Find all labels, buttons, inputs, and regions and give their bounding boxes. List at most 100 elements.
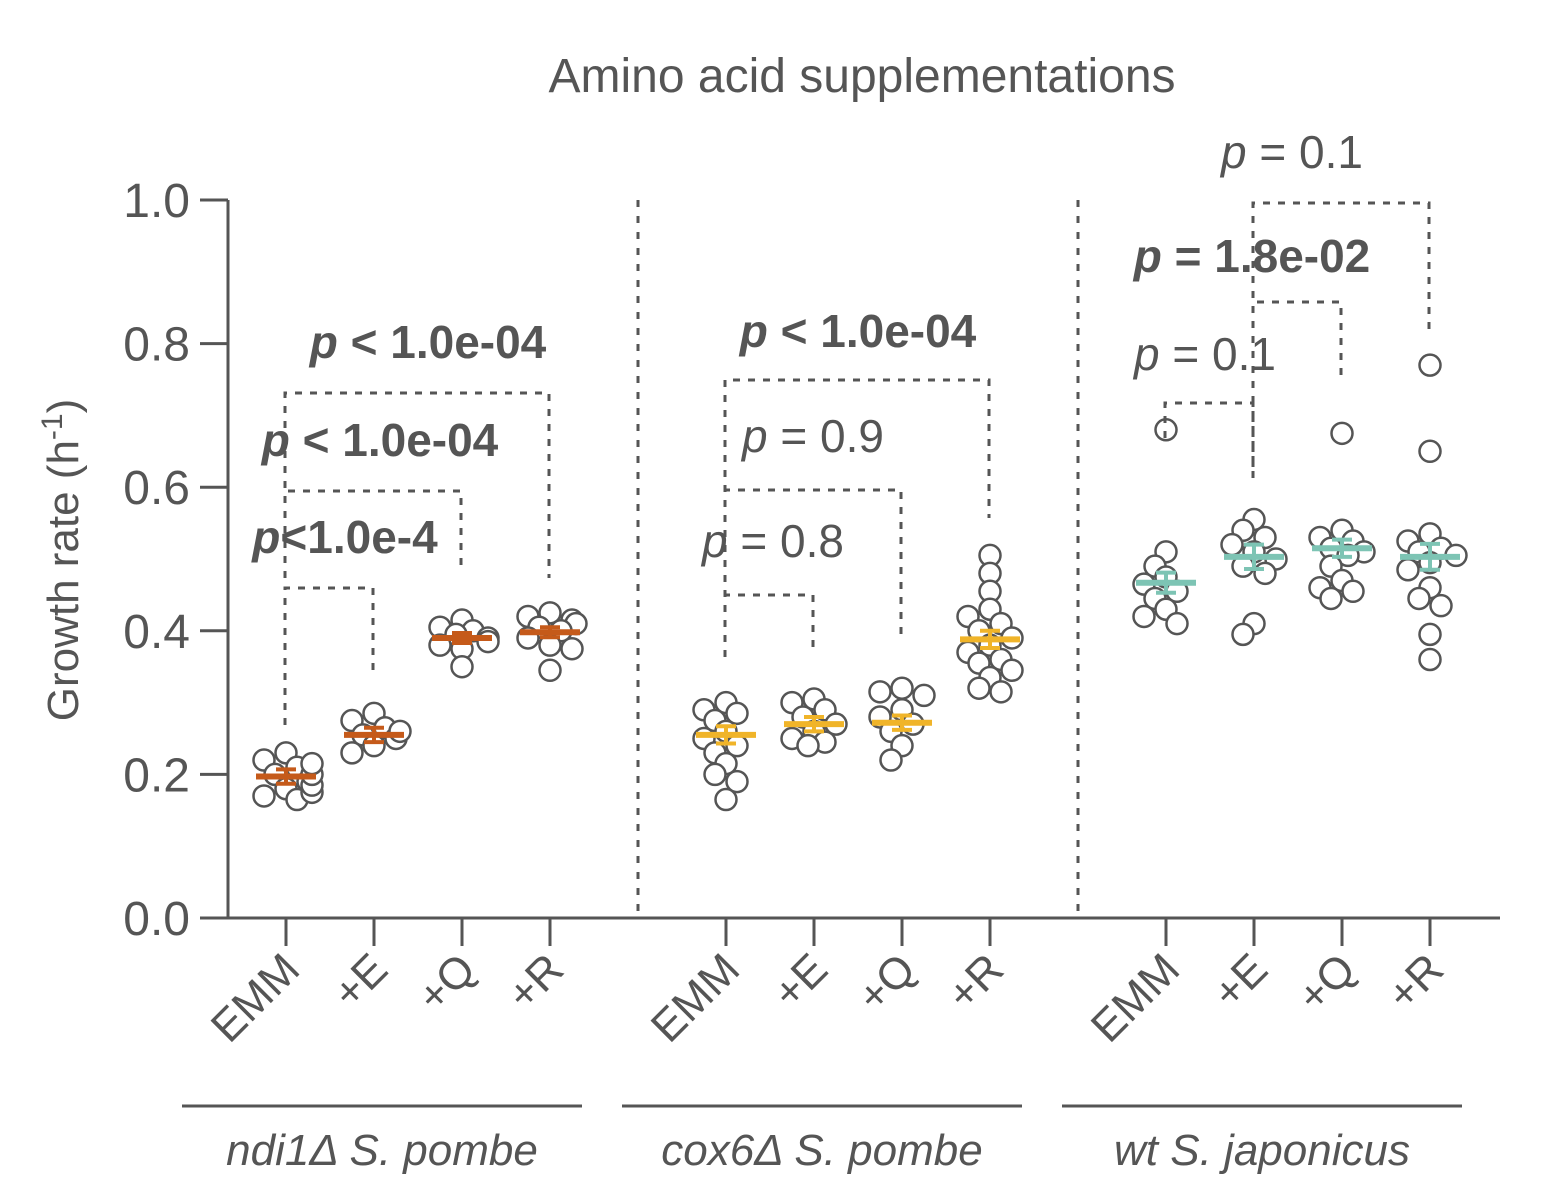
y-axis-label: Growth rate (h-1) [36,399,88,722]
p-value-text: = 1.8e-02 [1162,230,1370,282]
y-axis-label-superscript: -1 [36,413,69,440]
p-value-text: = 0.8 [728,515,844,567]
significance-bracket [283,586,375,725]
p-value-label: p = 0.1 [1132,328,1276,380]
p-value-label: p < 1.0e-04 [738,305,977,357]
p-value-label: p = 1.8e-02 [1132,230,1371,282]
group-label: wt S. japonicus [1114,1126,1410,1175]
p-value-label: p = 0.1 [1219,126,1363,178]
p-value-label: p<1.0e-4 [250,511,438,563]
y-axis-label-close: ) [39,399,88,414]
data-point [1418,622,1442,647]
x-tick-label: EMM [202,944,309,1051]
p-symbol: p [700,515,728,567]
data-point [1253,561,1277,586]
data-point [1418,647,1442,672]
p-value-label: p = 0.8 [700,515,844,567]
x-tick-label: +E [1203,944,1277,1018]
x-tick-label: +R [1378,944,1453,1019]
data-point [868,680,892,704]
data-point [1220,532,1244,557]
data-point [538,658,562,683]
p-symbol: p [740,410,768,462]
p-value-label: p < 1.0e-04 [260,414,499,466]
x-tick-label: +Q [1288,944,1365,1021]
data-point [388,719,412,744]
significance-bracket [723,488,903,657]
data-point [476,629,500,654]
chart-title: Amino acid supplementations [548,50,1175,103]
p-value-text: = 0.1 [1160,328,1276,380]
p-symbol: p [1219,126,1247,178]
data-point [1396,558,1420,582]
data-point [1418,439,1442,464]
y-tick-label: 0.2 [123,749,190,802]
x-tick-label: +Q [848,944,925,1021]
significance-bracket [1163,401,1255,478]
y-tick-label: 1.0 [123,175,190,228]
y-tick-label: 0.0 [123,893,190,946]
data-point [989,680,1013,704]
significance-bracket [283,489,463,578]
data-point [879,748,903,772]
data-point [725,701,749,726]
p-value-label: p = 0.9 [740,410,884,462]
data-point [1000,658,1024,683]
p-symbol: p [1132,230,1162,282]
data-point [1319,586,1343,611]
data-point [1407,586,1431,611]
x-tick-label: +Q [408,944,485,1021]
p-symbol: p [250,511,280,563]
data-point [703,762,727,787]
data-point [252,784,276,808]
data-point [714,787,738,812]
group-label: ndi1Δ S. pombe [226,1126,538,1175]
significance-bracket [283,391,551,578]
y-axis-label-main: Growth rate (h [39,440,88,721]
p-value-text: <1.0e-4 [280,511,438,563]
p-value-text: < 1.0e-04 [290,414,499,466]
data-point [1132,604,1156,629]
significance-bracket [723,593,815,657]
x-tick-label: +E [323,944,397,1018]
data-point [912,683,936,708]
significance-bracket [1251,201,1431,478]
axes: 0.0 0.2 0.4 0.6 0.8 1.0 [123,175,1500,946]
data-point [340,741,364,765]
data-point [1330,421,1354,446]
p-value-label: p < 1.0e-04 [308,316,547,368]
data-point [890,676,914,700]
p-symbol: p [1132,328,1160,380]
p-value-text: < 1.0e-04 [338,316,547,368]
data-point [560,637,584,661]
x-tick-label: EMM [642,944,749,1051]
x-tick-label: +R [498,944,573,1019]
x-tick-label: +E [763,944,837,1018]
data-point [1418,353,1442,377]
p-symbol: p [308,316,338,368]
group-label: cox6Δ S. pombe [661,1126,982,1175]
y-tick-label: 0.8 [123,319,190,372]
data-point [967,676,991,700]
data-point [450,654,474,679]
x-tick-label: +R [938,944,1013,1019]
significance-bracket [723,378,991,657]
p-value-text: = 0.1 [1247,126,1363,178]
p-value-text: = 0.9 [768,410,884,462]
p-value-text: < 1.0e-04 [768,305,977,357]
data-point [1341,579,1365,604]
x-tick-label: EMM [1082,944,1189,1051]
data-point [1231,622,1255,647]
data-point [300,751,324,776]
significance-bracket [1251,300,1343,478]
data-point [725,769,749,794]
data-point [796,733,820,758]
p-symbol: p [738,305,768,357]
y-tick-label: 0.6 [123,462,190,515]
